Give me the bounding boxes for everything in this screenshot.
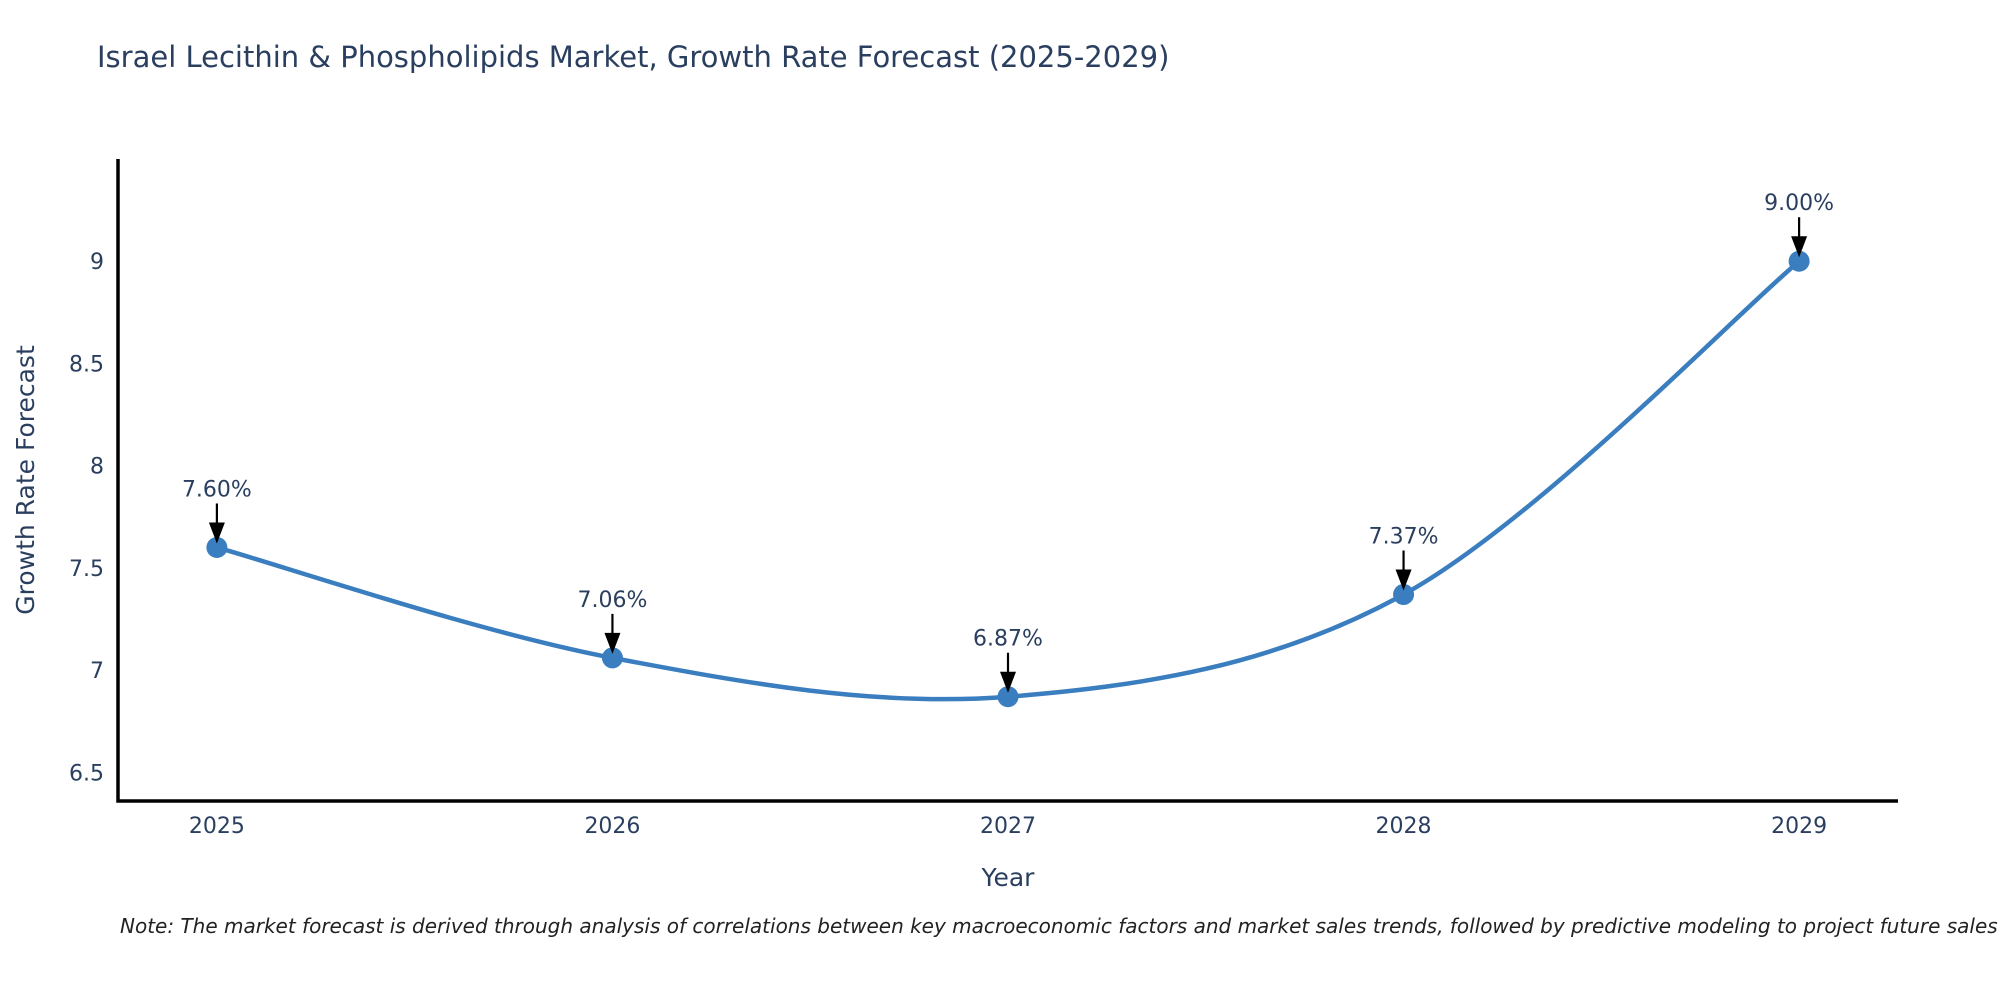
- x-axis-title: Year: [981, 863, 1036, 892]
- y-tick-label: 6.5: [69, 761, 104, 786]
- y-tick-label: 8.5: [69, 352, 104, 377]
- y-axis-title: Growth Rate Forecast: [11, 345, 40, 615]
- point-annotation-label: 7.06%: [577, 588, 647, 613]
- data-point-marker: [1393, 583, 1415, 605]
- x-tick-label: 2029: [1771, 814, 1827, 839]
- point-annotation-label: 6.87%: [973, 627, 1043, 652]
- point-annotation-label: 9.00%: [1764, 191, 1834, 216]
- axis-lines: [116, 159, 1898, 803]
- point-annotation-label: 7.60%: [182, 477, 252, 502]
- annotation-arrow-head: [1000, 671, 1016, 693]
- x-tick-label: 2028: [1376, 814, 1432, 839]
- data-point-marker: [1788, 250, 1810, 272]
- data-point-marker: [601, 647, 623, 669]
- x-tick-label: 2027: [980, 814, 1036, 839]
- annotation-arrow-head: [604, 632, 621, 654]
- footnote: Note: The market forecast is derived thr…: [120, 914, 1998, 938]
- point-annotation-label: 7.37%: [1369, 524, 1439, 549]
- y-tick-label: 8: [90, 455, 104, 480]
- annotation-arrow-head: [208, 522, 225, 544]
- y-tick-label: 9: [90, 250, 104, 275]
- data-point-marker: [997, 686, 1019, 708]
- x-tick-label: 2025: [189, 814, 245, 839]
- chart-title: Israel Lecithin & Phospholipids Market, …: [97, 40, 1170, 74]
- y-tick-label: 7.5: [69, 557, 104, 582]
- annotation-arrow-head: [1791, 236, 1808, 258]
- data-point-marker: [206, 536, 228, 558]
- annotation-arrow-head: [1395, 569, 1412, 591]
- y-tick-label: 7: [90, 659, 104, 684]
- x-tick-label: 2026: [584, 814, 640, 839]
